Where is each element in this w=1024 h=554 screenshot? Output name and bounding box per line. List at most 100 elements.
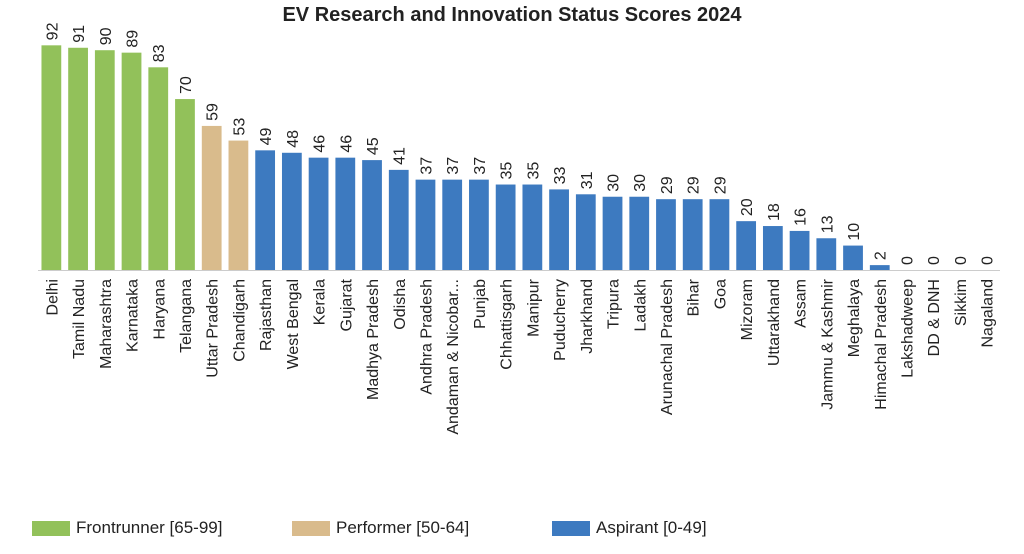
- category-label-2: Maharashtra: [98, 279, 115, 369]
- value-label-27: 18: [766, 203, 783, 221]
- category-labels-group: Delhi Tamil Nadu Maharashtra Karnataka Harya…: [44, 278, 996, 434]
- value-label-10: 46: [312, 135, 329, 153]
- value-label-25: 29: [712, 176, 729, 194]
- bar-21: [602, 196, 623, 270]
- value-label-19: 33: [552, 167, 569, 185]
- bar-18: [522, 184, 543, 270]
- category-label-7: Chandigarh: [231, 279, 248, 362]
- value-label-22: 30: [632, 174, 649, 192]
- value-label-20: 31: [579, 171, 596, 189]
- category-label-24: Bihar: [686, 278, 703, 316]
- bar-17: [495, 184, 516, 270]
- bar-9: [281, 152, 302, 270]
- category-label-26: Mizoram: [739, 279, 756, 340]
- legend-item-aspirant: Aspirant [0-49]: [552, 518, 707, 538]
- category-label-20: Jharkhand: [579, 279, 596, 354]
- bar-27: [762, 226, 783, 270]
- bar-10: [308, 157, 329, 270]
- legend-swatch-performer: [292, 520, 330, 536]
- bar-25: [709, 199, 730, 270]
- bar-23: [656, 199, 676, 270]
- category-label-29: Jammu & Kashmir: [819, 278, 836, 409]
- value-label-32: 0: [899, 256, 916, 265]
- bar-31: [869, 265, 890, 270]
- category-label-25: Goa: [712, 279, 729, 309]
- bar-1: [68, 47, 88, 271]
- value-label-15: 37: [445, 157, 462, 175]
- value-label-34: 0: [953, 256, 970, 265]
- value-label-29: 13: [819, 215, 836, 233]
- legend-item-performer: Performer [50-64]: [292, 518, 469, 538]
- category-label-9: West Bengal: [285, 279, 302, 369]
- bar-16: [469, 179, 489, 270]
- value-label-26: 20: [739, 198, 756, 216]
- value-label-9: 48: [285, 130, 302, 148]
- value-label-0: 92: [44, 22, 61, 40]
- bar-26: [736, 221, 757, 270]
- bar-28: [789, 230, 810, 270]
- category-label-23: Arunachal Pradesh: [659, 279, 676, 415]
- bar-6: [201, 125, 222, 270]
- category-label-11: Gujarat: [338, 278, 355, 331]
- category-label-33: DD & DNH: [926, 279, 943, 356]
- value-label-1: 91: [71, 25, 88, 43]
- bar-14: [415, 179, 436, 270]
- category-label-31: Himachal Pradesh: [873, 279, 890, 410]
- value-labels-group: 92 91 90 89 83 70 59 53 49 48 46 46 45 41 37 37 37 35 35 33…: [44, 22, 996, 265]
- value-label-12: 45: [365, 137, 382, 155]
- bar-24: [682, 199, 703, 270]
- bar-13: [388, 169, 409, 270]
- value-label-33: 0: [926, 256, 943, 265]
- category-label-10: Kerala: [312, 279, 329, 325]
- category-label-32: Lakshadweep: [899, 279, 916, 378]
- category-label-19: Puducherry: [552, 279, 569, 361]
- category-label-3: Karnataka: [125, 279, 142, 352]
- chart-title: EV Research and Innovation Status Scores…: [282, 4, 742, 26]
- value-label-13: 41: [392, 147, 409, 165]
- category-label-27: Uttarakhand: [766, 279, 783, 366]
- value-label-4: 83: [151, 44, 168, 62]
- category-label-18: Manipur: [525, 278, 542, 336]
- legend-label-aspirant: Aspirant [0-49]: [596, 518, 707, 537]
- legend-label-frontrunner: Frontrunner [65-99]: [76, 518, 223, 537]
- legend-label-performer: Performer [50-64]: [336, 518, 470, 537]
- bar-11: [335, 157, 356, 270]
- bar-5: [175, 99, 195, 270]
- value-label-2: 90: [98, 27, 115, 45]
- legend-swatch-aspirant: [552, 520, 590, 536]
- category-label-13: Odisha: [392, 279, 409, 330]
- bar-7: [228, 140, 249, 270]
- value-label-30: 10: [846, 223, 863, 241]
- bar-2: [94, 50, 115, 270]
- value-label-8: 49: [258, 127, 275, 145]
- value-label-21: 30: [606, 174, 623, 192]
- category-label-35: Nagaland: [980, 279, 997, 348]
- value-label-11: 46: [338, 135, 355, 153]
- value-label-28: 16: [793, 208, 810, 226]
- category-label-5: Telangana: [178, 279, 195, 353]
- category-label-6: Uttar Pradesh: [205, 279, 222, 378]
- value-label-18: 35: [525, 162, 542, 180]
- category-label-1: Tamil Nadu: [71, 279, 88, 359]
- bar-29: [816, 238, 837, 270]
- bar-8: [255, 150, 276, 270]
- bar-4: [148, 67, 169, 270]
- value-label-17: 35: [499, 162, 516, 180]
- bar-20: [575, 194, 596, 270]
- legend-swatch-frontrunner: [32, 520, 70, 536]
- category-label-30: Meghalaya: [846, 279, 863, 357]
- value-label-3: 89: [125, 30, 142, 48]
- bar-chart: 92 91 90 89 83 70 59 53 49 48 46 46 45 41 37 37 37 35 35 33…: [38, 22, 1000, 435]
- value-label-31: 2: [873, 251, 890, 260]
- value-label-14: 37: [418, 157, 435, 175]
- category-label-28: Assam: [793, 279, 810, 328]
- bar-0: [41, 45, 62, 270]
- value-label-35: 0: [980, 256, 997, 265]
- bar-15: [442, 179, 463, 270]
- bars-group: [41, 45, 890, 271]
- category-label-14: Andhra Pradesh: [418, 279, 435, 395]
- value-label-7: 53: [231, 118, 248, 136]
- legend-item-frontrunner: Frontrunner [65-99]: [32, 518, 222, 538]
- category-label-12: Madhya Pradesh: [365, 279, 382, 400]
- category-label-4: Haryana: [151, 279, 168, 340]
